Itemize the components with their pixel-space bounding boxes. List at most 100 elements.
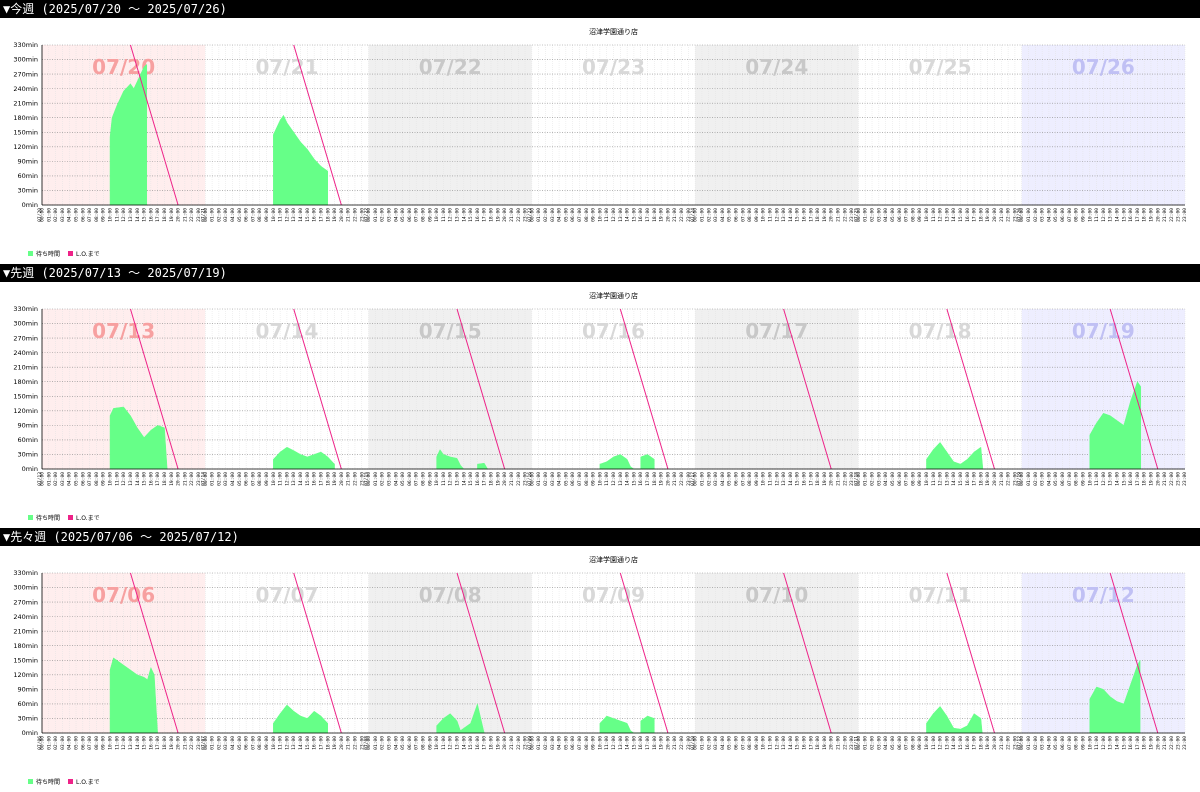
x-tick-label: 04:00 — [883, 208, 889, 222]
x-tick-label: 03:00 — [713, 208, 719, 222]
x-tick-label: 04:00 — [230, 472, 236, 486]
x-date-label: 07/21 — [200, 208, 206, 222]
x-tick-label: 01:00 — [373, 736, 379, 750]
x-tick-label: 08:00 — [421, 208, 427, 222]
x-tick-label: 23:00 — [523, 472, 529, 486]
x-tick-label: 18:00 — [489, 736, 495, 750]
x-tick-label: 10:00 — [761, 472, 767, 486]
chart-title: 沼津学園通り店 — [589, 27, 638, 36]
x-tick-label: 10:00 — [1087, 472, 1093, 486]
x-tick-label: 22:00 — [189, 736, 195, 750]
x-tick-label: 01:00 — [536, 472, 542, 486]
x-tick-label: 05:00 — [74, 472, 80, 486]
x-tick-label: 10:00 — [924, 208, 930, 222]
x-tick-label: 00:00 — [529, 736, 535, 750]
x-tick-label: 21:00 — [1162, 472, 1168, 486]
x-tick-label: 00:00 — [1019, 472, 1025, 486]
x-tick-label: 17:00 — [155, 208, 161, 222]
x-tick-label: 08:00 — [584, 736, 590, 750]
x-tick-label: 10:00 — [271, 736, 277, 750]
x-tick-label: 20:00 — [339, 472, 345, 486]
x-tick-label: 17:00 — [645, 472, 651, 486]
x-tick-label: 03:00 — [60, 208, 66, 222]
y-tick-label: 60min — [17, 436, 38, 444]
x-tick-label: 10:00 — [597, 472, 603, 486]
x-tick-label: 19:00 — [822, 736, 828, 750]
x-tick-label: 03:00 — [550, 472, 556, 486]
chart-title: 沼津学園通り店 — [589, 555, 638, 564]
x-tick-label: 23:00 — [196, 736, 202, 750]
x-tick-label: 00:00 — [529, 208, 535, 222]
x-tick-label: 07:00 — [414, 472, 420, 486]
x-tick-label: 10:00 — [108, 208, 114, 222]
x-tick-label: 12:00 — [284, 472, 290, 486]
x-tick-label: 07:00 — [1067, 472, 1073, 486]
x-tick-label: 16:00 — [638, 472, 644, 486]
lo-line — [456, 308, 506, 470]
legend-label-wait-time: 待ち時間 — [36, 250, 60, 258]
x-tick-label: 07:00 — [250, 208, 256, 222]
x-tick-label: 13:00 — [1108, 208, 1114, 222]
x-tick-label: 13:00 — [944, 736, 950, 750]
x-tick-label: 13:00 — [944, 208, 950, 222]
x-tick-label: 15:00 — [958, 472, 964, 486]
x-tick-label: 16:00 — [638, 208, 644, 222]
lo-line — [129, 44, 179, 206]
x-tick-label: 03:00 — [386, 472, 392, 486]
x-tick-label: 21:00 — [509, 472, 515, 486]
x-tick-label: 22:00 — [516, 736, 522, 750]
x-tick-label: 05:00 — [74, 208, 80, 222]
x-tick-label: 10:00 — [597, 736, 603, 750]
x-tick-label: 06:00 — [407, 208, 413, 222]
x-tick-label: 14:00 — [788, 208, 794, 222]
x-tick-label: 17:00 — [645, 736, 651, 750]
legend: 待ち時間 L.O.まで — [28, 778, 100, 786]
wait-time-area — [599, 454, 655, 470]
x-tick-label: 05:00 — [563, 736, 569, 750]
x-tick-label: 02:00 — [53, 208, 59, 222]
x-tick-label: 03:00 — [876, 472, 882, 486]
x-tick-label: 17:00 — [155, 472, 161, 486]
x-tick-label: 22:00 — [679, 472, 685, 486]
x-tick-label: 12:00 — [611, 472, 617, 486]
day-label: 07/25 — [909, 55, 972, 79]
wait-time-area — [436, 703, 485, 734]
x-tick-label: 13:00 — [1108, 472, 1114, 486]
x-tick-label: 20:00 — [1155, 736, 1161, 750]
x-tick-label: 10:00 — [108, 736, 114, 750]
lo-line — [619, 572, 669, 734]
x-tick-label: 21:00 — [836, 472, 842, 486]
x-tick-label: 14:00 — [788, 472, 794, 486]
x-tick-label: 09:00 — [754, 208, 760, 222]
x-tick-label: 08:00 — [747, 472, 753, 486]
x-tick-label: 04:00 — [393, 208, 399, 222]
x-tick-label: 02:00 — [706, 472, 712, 486]
x-tick-label: 14:00 — [788, 736, 794, 750]
x-tick-label: 00:00 — [693, 736, 699, 750]
x-tick-label: 10:00 — [761, 208, 767, 222]
x-tick-label: 04:00 — [1046, 736, 1052, 750]
legend-label-wait-time: 待ち時間 — [36, 778, 60, 786]
lo-line — [456, 572, 506, 734]
day-label: 07/19 — [1072, 319, 1135, 343]
x-tick-label: 20:00 — [176, 208, 182, 222]
x-date-label: 07/26 — [1017, 208, 1023, 222]
legend-label-lo: L.O.まで — [76, 779, 100, 786]
x-tick-label: 18:00 — [1142, 736, 1148, 750]
x-tick-label: 06:00 — [733, 208, 739, 222]
x-tick-label: 00:00 — [40, 472, 46, 486]
x-tick-label: 18:00 — [162, 472, 168, 486]
x-tick-label: 00:00 — [203, 736, 209, 750]
x-tick-label: 17:00 — [1135, 208, 1141, 222]
y-tick-label: 30min — [17, 715, 38, 723]
x-tick-label: 13:00 — [291, 472, 297, 486]
x-date-label: 07/07 — [200, 736, 206, 750]
x-tick-label: 14:00 — [625, 472, 631, 486]
legend-swatch-wait-time — [28, 515, 33, 520]
x-tick-label: 02:00 — [53, 472, 59, 486]
x-tick-label: 11:00 — [604, 472, 610, 486]
panel-header: ▼先々週 (2025/07/06 ～ 2025/07/12) — [0, 528, 1200, 546]
x-tick-label: 02:00 — [216, 736, 222, 750]
x-tick-label: 12:00 — [1101, 472, 1107, 486]
x-tick-label: 16:00 — [965, 736, 971, 750]
